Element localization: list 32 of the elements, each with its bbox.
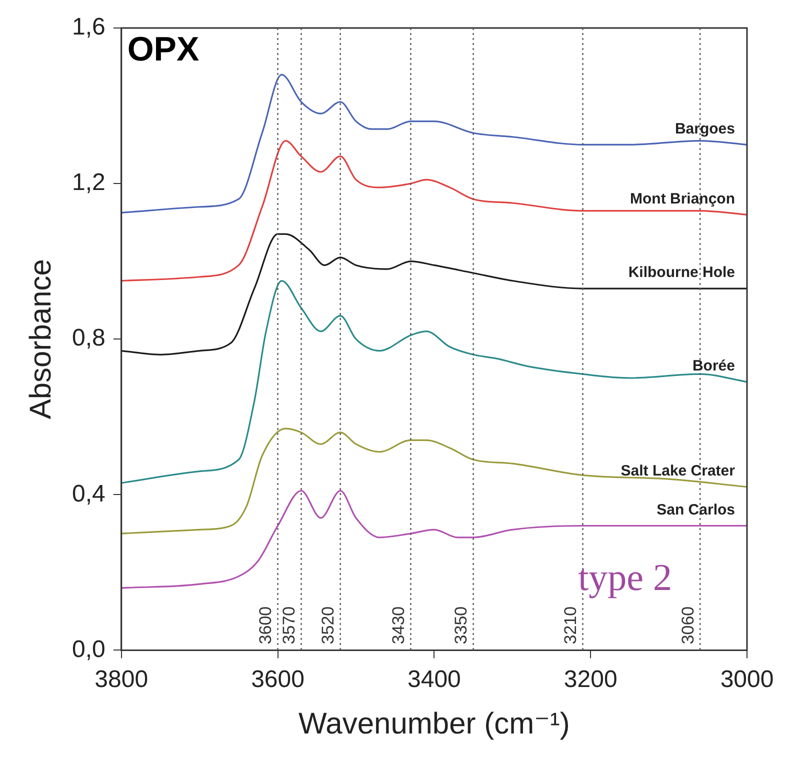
line-series: [121, 140, 747, 282]
series-label: Salt Lake Crater: [620, 462, 736, 480]
ref-line-label: 3520: [318, 606, 338, 644]
y-tick-label: 0,0: [72, 636, 106, 663]
y-tick-label: 1,6: [72, 14, 106, 41]
series-label: Borée: [692, 358, 735, 375]
ref-line-label: 3570: [279, 606, 298, 644]
x-tick-label: 3800: [94, 666, 148, 694]
y-axis-title: Absorbance: [24, 259, 58, 420]
ref-line-label: 3430: [388, 606, 408, 644]
ref-line-label: 3060: [678, 606, 698, 644]
series-label: Kilbourne Hole: [628, 264, 735, 282]
series-label: San Carlos: [656, 501, 735, 518]
x-axis-title: Wavenumber (cm⁻¹): [298, 707, 570, 740]
chart-title: OPX: [127, 30, 200, 68]
annotation: type 2: [578, 557, 672, 600]
x-tick-label: 3200: [564, 666, 618, 694]
y-tick-label: 0,4: [72, 480, 106, 508]
line-series: [121, 280, 747, 484]
x-tick-label: 3600: [251, 666, 304, 694]
ref-line-label: 3210: [560, 606, 580, 644]
line-series: [121, 428, 747, 534]
ref-line-label: 3600: [256, 606, 275, 644]
x-tick-label: 3400: [407, 666, 461, 694]
line-series: [121, 74, 747, 214]
series-label: Bargoes: [674, 120, 735, 138]
ref-line-label: 3350: [451, 606, 470, 644]
line-series: [121, 233, 747, 356]
y-tick-label: 1,2: [72, 169, 106, 196]
series-label: Mont Briançon: [630, 190, 735, 208]
y-tick-label: 0,8: [72, 324, 106, 352]
x-tick-label: 3000: [720, 666, 774, 694]
